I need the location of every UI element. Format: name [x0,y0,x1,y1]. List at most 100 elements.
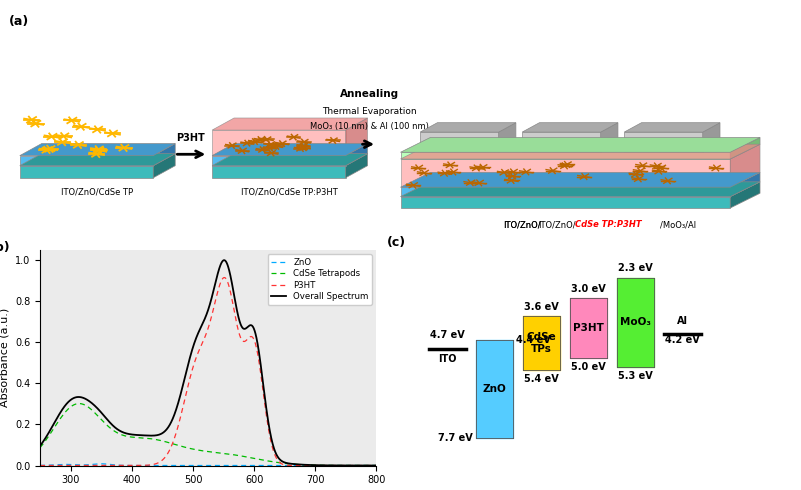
P3HT [362,463,372,468]
Polygon shape [400,172,760,187]
P3HT [35,463,45,468]
ZnO [190,463,199,468]
Overall Spectrum [52,415,62,421]
Polygon shape [731,138,760,159]
Overall Spectrum [190,339,199,345]
Text: 7.7 eV: 7.7 eV [438,433,473,443]
Overall Spectrum [219,257,229,263]
Text: ITO/ZnO/: ITO/ZnO/ [503,220,541,229]
Text: ITO: ITO [438,354,457,364]
P3HT [300,463,310,468]
CdSe Tetrapods [52,420,62,426]
P3HT [52,463,62,468]
Polygon shape [400,144,760,159]
Text: 3.6 eV: 3.6 eV [524,302,559,312]
P3HT [372,463,381,468]
Polygon shape [212,130,345,156]
Overall Spectrum [199,318,208,324]
Polygon shape [400,159,731,187]
Polygon shape [212,166,345,178]
Text: 2.3 eV: 2.3 eV [618,263,653,273]
Text: ITO/ZnO/CdSe TP:P3HT: ITO/ZnO/CdSe TP:P3HT [241,188,338,197]
Polygon shape [212,156,345,166]
Polygon shape [20,166,153,178]
P3HT [219,274,229,280]
Polygon shape [522,132,601,152]
Text: Thermal Evaporation: Thermal Evaporation [322,107,417,116]
Polygon shape [345,144,368,166]
Overall Spectrum [300,462,310,468]
P3HT [362,463,372,468]
Polygon shape [345,118,368,156]
Polygon shape [153,144,175,166]
Text: 4.2 eV: 4.2 eV [666,336,700,345]
Text: (c): (c) [387,236,406,249]
CdSe Tetrapods [190,446,199,452]
Text: MoO₃: MoO₃ [620,317,651,327]
Text: P3HT: P3HT [176,133,205,143]
Polygon shape [420,122,516,132]
Text: ZnO: ZnO [482,384,506,394]
Line: Overall Spectrum: Overall Spectrum [40,260,376,466]
Polygon shape [400,196,731,208]
Polygon shape [20,144,175,156]
Polygon shape [400,138,760,152]
ZnO [362,463,372,468]
Text: /MoO₃/Al: /MoO₃/Al [659,220,695,229]
ZnO [362,463,372,468]
Polygon shape [212,153,368,166]
Polygon shape [498,122,516,152]
ZnO [35,463,45,468]
Polygon shape [522,122,618,132]
Text: 3.0 eV: 3.0 eV [571,284,606,294]
Text: (b): (b) [0,241,10,254]
Line: CdSe Tetrapods: CdSe Tetrapods [40,404,376,466]
Polygon shape [731,172,760,196]
Text: (a): (a) [9,15,29,28]
Polygon shape [212,144,368,156]
Text: 5.3 eV: 5.3 eV [618,371,653,381]
Polygon shape [731,182,760,208]
CdSe Tetrapods [35,445,45,451]
Line: P3HT: P3HT [40,277,376,466]
Text: CdSe TP:P3HT: CdSe TP:P3HT [575,220,642,229]
Polygon shape [212,118,368,130]
ZnO [52,462,62,467]
CdSe Tetrapods [362,463,372,468]
CdSe Tetrapods [362,463,372,468]
Polygon shape [153,153,175,178]
Polygon shape [731,144,760,187]
Polygon shape [20,153,175,166]
Line: ZnO: ZnO [40,464,376,466]
Text: ITO/ZnO/: ITO/ZnO/ [538,220,575,229]
Y-axis label: Absorbance (a.u.): Absorbance (a.u.) [0,308,10,407]
Text: P3HT: P3HT [573,323,604,333]
Polygon shape [400,182,760,196]
Text: ITO/ZnO/: ITO/ZnO/ [503,220,541,229]
CdSe Tetrapods [199,448,208,454]
ZnO [199,463,208,468]
Text: Annealing: Annealing [340,89,399,99]
Polygon shape [702,122,720,152]
CdSe Tetrapods [372,463,381,468]
Text: ITO/ZnO/CdSe TP: ITO/ZnO/CdSe TP [62,188,134,197]
Overall Spectrum [362,463,372,468]
CdSe Tetrapods [300,462,310,468]
Text: 5.4 eV: 5.4 eV [524,374,559,384]
Text: 5.0 eV: 5.0 eV [571,362,606,372]
ZnO [300,463,310,468]
Text: Al: Al [677,317,688,326]
Polygon shape [420,132,498,152]
Legend: ZnO, CdSe Tetrapods, P3HT, Overall Spectrum: ZnO, CdSe Tetrapods, P3HT, Overall Spect… [268,254,372,305]
Text: MoO₃ (10 nm) & Al (100 nm): MoO₃ (10 nm) & Al (100 nm) [310,122,429,131]
Polygon shape [20,156,153,166]
Polygon shape [624,132,702,152]
CdSe Tetrapods [74,401,84,407]
P3HT [199,337,208,343]
Polygon shape [601,122,618,152]
ZnO [372,463,381,468]
Overall Spectrum [35,443,45,449]
Polygon shape [400,152,731,159]
Overall Spectrum [372,463,381,468]
Polygon shape [400,187,731,196]
